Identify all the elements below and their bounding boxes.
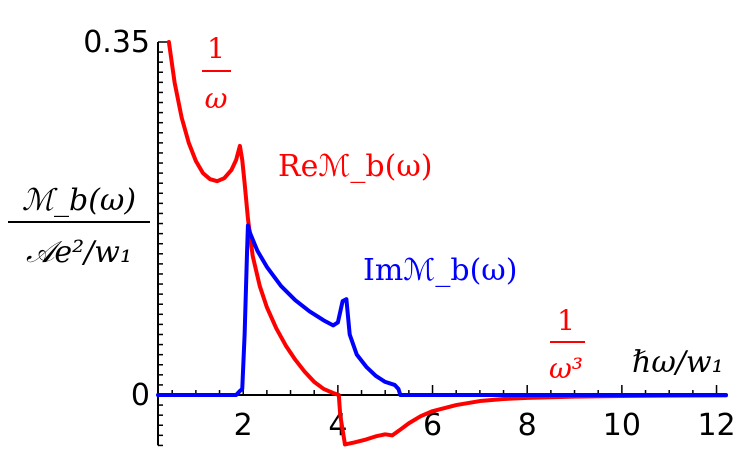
re-series-line <box>166 40 728 447</box>
low-freq-denominator: ω <box>205 82 228 115</box>
y-tick-label: 0 <box>131 378 150 413</box>
high-freq-numerator: 1 <box>557 304 575 337</box>
x-tick-label: 2 <box>234 408 253 443</box>
low-freq-numerator: 1 <box>207 32 225 65</box>
y-tick-label: 0.35 <box>83 25 150 60</box>
x-tick-label: 12 <box>697 408 735 443</box>
x-tick-label: 10 <box>603 408 641 443</box>
high-freq-denominator: ω³ <box>549 352 583 385</box>
y-axis-title-denominator: 𝒜e²/w₁ <box>26 235 132 270</box>
re-label: Reℳ_b(ω) <box>278 149 433 184</box>
series-layer <box>156 40 728 447</box>
x-tick-label: 8 <box>518 408 537 443</box>
im-series-line <box>156 223 728 397</box>
x-tick-label: 6 <box>423 408 442 443</box>
im-label: Imℳ_b(ω) <box>363 253 517 288</box>
x-axis-title: ℏω/w₁ <box>632 345 724 380</box>
y-axis-title-numerator: ℳ_b(ω) <box>22 183 136 218</box>
